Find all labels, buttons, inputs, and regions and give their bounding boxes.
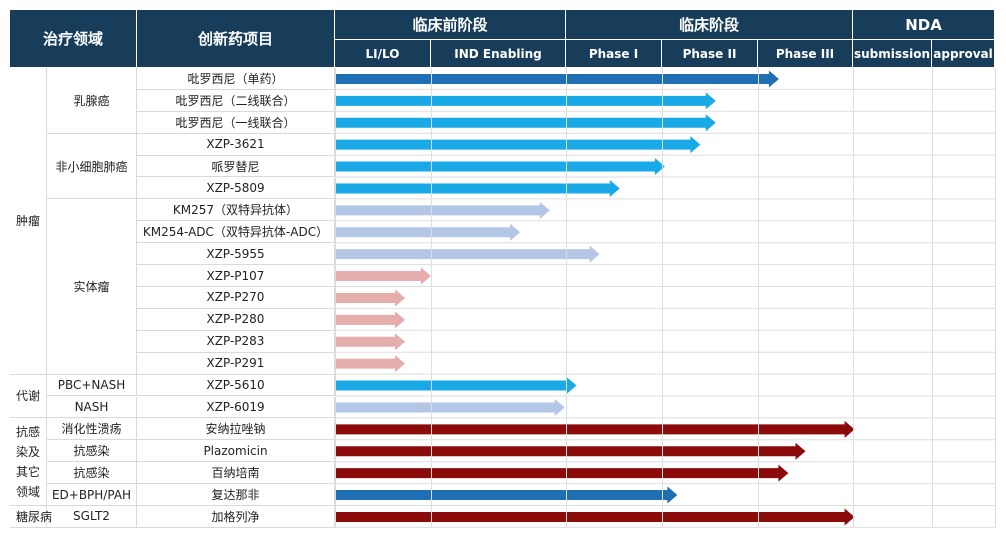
project-name: 安纳拉唑钠 (137, 418, 335, 441)
subarea-label: 抗感染 (47, 462, 137, 485)
project-name: XZP-5955 (137, 243, 335, 266)
project-name: XZP-3621 (137, 133, 335, 156)
subarea-label: 抗感染 (47, 440, 137, 463)
project-name: XZP-P283 (137, 330, 335, 353)
project-name: 复达那非 (137, 484, 335, 506)
progress-arrow (336, 201, 550, 219)
project-name: XZP-5809 (137, 177, 335, 200)
header-stage: Phase III (758, 40, 853, 68)
progress-arrow (336, 311, 406, 329)
progress-arrow (336, 486, 678, 504)
header-stage: IND Enabling (431, 40, 566, 68)
progress-arrow (336, 136, 701, 154)
subarea-label: ED+BPH/PAH (47, 484, 137, 506)
progress-arrow (336, 508, 855, 526)
progress-arrow (336, 158, 665, 176)
subarea-label: NASH (47, 396, 137, 419)
subarea-label: SGLT2 (47, 506, 137, 528)
header-project: 创新药项目 (137, 10, 335, 68)
area-label: 糖尿病 (10, 506, 52, 528)
progress-arrow (336, 420, 855, 438)
project-name: XZP-P107 (137, 265, 335, 287)
header-stage: Phase I (566, 40, 662, 68)
progress-arrow (336, 377, 577, 395)
progress-arrow (336, 289, 406, 307)
project-name: 加格列净 (137, 506, 335, 528)
progress-arrow (336, 70, 779, 88)
project-name: Plazomicin (137, 440, 335, 463)
project-name: 百纳培南 (137, 462, 335, 485)
header-area: 治疗领域 (10, 10, 137, 68)
header-stage: approval (932, 40, 995, 68)
header-stage: Phase II (662, 40, 758, 68)
project-name: 哌罗替尼 (137, 155, 335, 178)
area-label: 代谢 (10, 374, 47, 419)
header-stage: LI/LO (335, 40, 431, 68)
progress-arrow (336, 355, 406, 373)
subarea-label: 实体瘤 (47, 199, 137, 375)
project-name: XZP-P280 (137, 308, 335, 331)
project-name: 吡罗西尼（单药） (137, 68, 335, 90)
progress-arrow (336, 179, 620, 197)
subarea-label: 非小细胞肺癌 (47, 133, 137, 200)
progress-arrow (336, 398, 565, 416)
area-label: 抗感染及其它领域 (10, 418, 47, 506)
progress-arrow (336, 464, 789, 482)
project-name: XZP-P291 (137, 352, 335, 375)
subarea-label: 消化性溃疡 (47, 418, 137, 441)
project-name: 吡罗西尼（二线联合） (137, 89, 335, 112)
header-group: 临床阶段 (566, 10, 853, 40)
progress-arrow (336, 92, 716, 110)
project-name: KM257（双特异抗体） (137, 199, 335, 222)
subarea-label: 乳腺癌 (47, 68, 137, 134)
area-label: 肿瘤 (10, 68, 47, 375)
header-stage: submission (853, 40, 932, 68)
subarea-label: PBC+NASH (47, 374, 137, 397)
project-name: KM254-ADC（双特异抗体-ADC） (137, 221, 335, 244)
progress-arrow (336, 223, 521, 241)
progress-arrow (336, 114, 716, 132)
header-group: 临床前阶段 (335, 10, 566, 40)
header-group: NDA (853, 10, 995, 40)
project-name: XZP-6019 (137, 396, 335, 419)
progress-arrow (336, 267, 431, 285)
project-name: XZP-5610 (137, 374, 335, 397)
progress-arrow (336, 245, 600, 263)
progress-arrow (336, 333, 406, 351)
progress-arrow (336, 442, 806, 460)
project-name: 吡罗西尼（一线联合） (137, 111, 335, 134)
project-name: XZP-P270 (137, 287, 335, 309)
